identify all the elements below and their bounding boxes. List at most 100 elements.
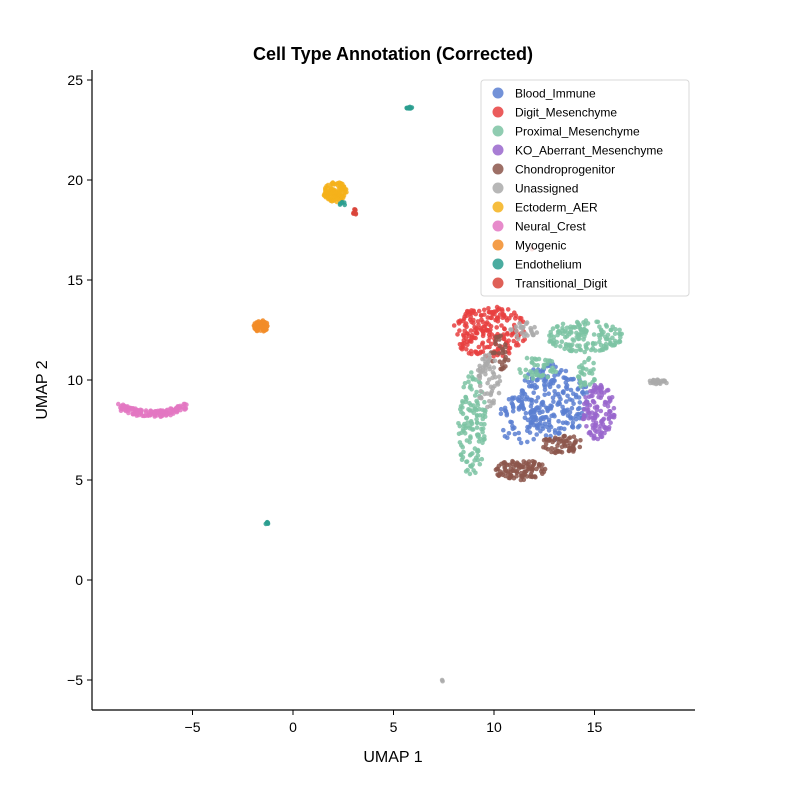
point-Digit_Mesenchyme-0-145 (489, 315, 495, 321)
point-Blood_Immune-1-49 (510, 426, 516, 432)
point-Blood_Immune-0-145 (565, 393, 570, 399)
point-Blood_Immune-0-19 (542, 387, 548, 393)
point-KO_Aberrant_Mesenchyme-0-75 (590, 422, 595, 428)
point-Blood_Immune-0-185 (546, 417, 552, 423)
point-Blood_Immune-0-195 (580, 389, 586, 395)
point-Unassigned-3-1 (440, 678, 445, 684)
point-Blood_Immune-0-94 (556, 419, 561, 424)
point-Proximal_Mesenchyme-1-90 (460, 405, 465, 410)
point-Proximal_Mesenchyme-0-142 (577, 347, 582, 352)
point-Digit_Mesenchyme-0-8 (520, 338, 526, 344)
point-Proximal_Mesenchyme-1-24 (462, 381, 468, 386)
point-Blood_Immune-1-54 (502, 408, 508, 413)
point-Proximal_Mesenchyme-1-112 (469, 421, 475, 427)
point-Digit_Mesenchyme-0-193 (497, 312, 503, 317)
point-Digit_Mesenchyme-0-206 (487, 329, 493, 335)
point-Proximal_Mesenchyme-0-102 (562, 346, 567, 352)
point-KO_Aberrant_Mesenchyme-0-28 (603, 411, 609, 417)
point-Digit_Mesenchyme-0-53 (505, 332, 510, 337)
point-KO_Aberrant_Mesenchyme-0-118 (584, 405, 590, 411)
point-Proximal_Mesenchyme-0-137 (555, 329, 561, 335)
point-Digit_Mesenchyme-0-194 (469, 336, 474, 342)
point-Blood_Immune-0-207 (535, 377, 540, 383)
point-KO_Aberrant_Mesenchyme-0-33 (580, 416, 586, 422)
point-Unassigned-1-19 (513, 324, 519, 330)
point-Proximal_Mesenchyme-0-104 (604, 344, 609, 350)
point-Digit_Mesenchyme-0-167 (476, 308, 482, 314)
point-KO_Aberrant_Mesenchyme-0-90 (606, 415, 612, 421)
point-Proximal_Mesenchyme-0-138 (548, 329, 553, 335)
point-Proximal_Mesenchyme-2-32 (551, 367, 557, 373)
point-KO_Aberrant_Mesenchyme-0-91 (581, 412, 587, 418)
legend-frame (480, 79, 690, 297)
point-Proximal_Mesenchyme-1-100 (458, 452, 464, 458)
point-Chondroprogenitor-2-18 (500, 346, 505, 352)
point-Digit_Mesenchyme-0-191 (488, 324, 494, 329)
point-Blood_Immune-1-61 (508, 419, 513, 425)
point-Digit_Mesenchyme-0-208 (461, 333, 467, 339)
point-Unassigned-0-44 (482, 353, 488, 358)
point-Unassigned-1-24 (524, 321, 529, 327)
point-Proximal_Mesenchyme-0-94 (610, 335, 615, 341)
point-Neural_Crest-0-128 (164, 412, 169, 418)
point-Ectoderm_AER-0-119 (337, 190, 343, 196)
point-Blood_Immune-1-60 (512, 431, 518, 437)
x-tick-label-3: 10 (486, 719, 502, 735)
point-Blood_Immune-0-216 (540, 399, 546, 405)
point-Proximal_Mesenchyme-1-71 (457, 440, 463, 445)
point-Proximal_Mesenchyme-1-80 (468, 435, 473, 441)
point-Blood_Immune-0-150 (555, 391, 561, 397)
point-Proximal_Mesenchyme-2-21 (536, 356, 542, 362)
point-Blood_Immune-0-116 (571, 391, 576, 397)
legend-marker-Chondroprogenitor (492, 163, 504, 175)
point-Digit_Mesenchyme-0-134 (504, 318, 510, 323)
point-Proximal_Mesenchyme-0-146 (601, 330, 606, 335)
legend-label-Endothelium: Endothelium (515, 258, 582, 272)
point-Digit_Mesenchyme-0-174 (462, 328, 468, 334)
point-Blood_Immune-0-111 (543, 433, 549, 438)
point-Proximal_Mesenchyme-2-20 (530, 360, 535, 365)
point-Proximal_Mesenchyme-3-4 (586, 355, 592, 361)
point-Blood_Immune-1-27 (506, 397, 512, 402)
point-Chondroprogenitor-2-20 (503, 350, 508, 355)
point-Unassigned-0-46 (477, 383, 483, 389)
series-Ectoderm_AER (321, 180, 349, 205)
point-Neural_Crest-0-127 (133, 411, 138, 417)
point-Proximal_Mesenchyme-2-26 (540, 372, 546, 378)
point-KO_Aberrant_Mesenchyme-0-65 (586, 411, 591, 417)
point-Blood_Immune-0-56 (542, 384, 548, 389)
point-Proximal_Mesenchyme-1-118 (480, 440, 485, 446)
point-KO_Aberrant_Mesenchyme-0-98 (611, 405, 617, 411)
y-tick-label-0: −5 (67, 672, 83, 688)
point-Digit_Mesenchyme-0-187 (472, 324, 477, 330)
point-Proximal_Mesenchyme-3-29 (575, 374, 581, 379)
point-Blood_Immune-0-166 (558, 426, 564, 431)
point-KO_Aberrant_Mesenchyme-0-73 (592, 435, 597, 441)
point-Proximal_Mesenchyme-0-107 (553, 343, 558, 349)
point-Blood_Immune-1-11 (498, 406, 504, 412)
point-Blood_Immune-1-67 (538, 416, 544, 421)
point-Proximal_Mesenchyme-0-128 (577, 323, 582, 328)
y-tick-label-3: 10 (67, 372, 83, 388)
point-Digit_Mesenchyme-0-188 (472, 349, 478, 355)
point-Proximal_Mesenchyme-1-75 (478, 421, 484, 427)
point-KO_Aberrant_Mesenchyme-0-103 (591, 400, 597, 405)
point-Digit_Mesenchyme-0-133 (468, 328, 474, 333)
point-Chondroprogenitor-1-51 (561, 433, 567, 439)
point-Digit_Mesenchyme-0-68 (487, 344, 492, 350)
point-Ectoderm_AER-0-116 (323, 189, 329, 195)
point-Proximal_Mesenchyme-0-113 (560, 321, 566, 327)
point-Unassigned-2-23 (655, 380, 660, 386)
point-Digit_Mesenchyme-0-125 (482, 307, 487, 313)
point-Blood_Immune-0-157 (547, 423, 552, 428)
point-Proximal_Mesenchyme-0-143 (590, 345, 596, 351)
point-Blood_Immune-0-175 (562, 375, 568, 381)
point-Proximal_Mesenchyme-3-22 (589, 371, 595, 376)
point-KO_Aberrant_Mesenchyme-0-101 (586, 430, 592, 436)
point-Proximal_Mesenchyme-1-107 (468, 383, 473, 389)
point-Unassigned-1-16 (530, 332, 536, 338)
point-Ectoderm_AER-0-63 (325, 182, 331, 188)
point-Chondroprogenitor-1-55 (547, 436, 552, 442)
point-Proximal_Mesenchyme-0-29 (605, 332, 611, 338)
point-Proximal_Mesenchyme-0-54 (597, 336, 603, 341)
